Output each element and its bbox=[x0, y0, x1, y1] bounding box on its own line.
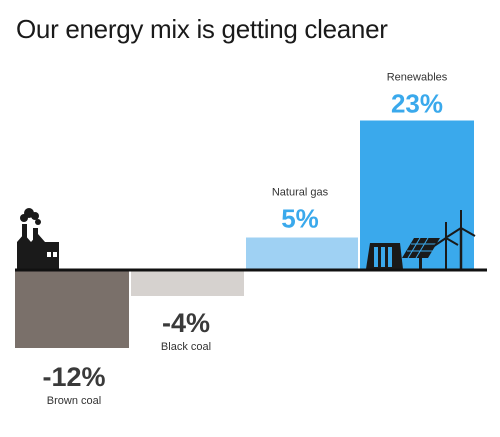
solar-panel-icon bbox=[402, 237, 440, 269]
value-label-brown-coal: -12% bbox=[42, 362, 105, 392]
bar-black-coal bbox=[131, 270, 244, 296]
bar-brown-coal bbox=[15, 270, 129, 348]
factory-icon bbox=[17, 208, 59, 269]
value-label-black-coal: -4% bbox=[162, 308, 210, 338]
value-label-renewables: 23% bbox=[391, 89, 443, 119]
hydro-dam-icon bbox=[366, 243, 403, 269]
bar-natural-gas bbox=[246, 237, 358, 270]
category-label-black-coal: Black coal bbox=[161, 341, 211, 353]
wind-turbine-icon bbox=[433, 210, 476, 269]
category-label-natural-gas: Natural gas bbox=[272, 187, 329, 199]
value-label-natural-gas: 5% bbox=[281, 204, 319, 234]
category-label-renewables: Renewables bbox=[387, 72, 448, 84]
category-label-brown-coal: Brown coal bbox=[47, 395, 101, 407]
chart-title: Our energy mix is getting cleaner bbox=[16, 14, 388, 44]
